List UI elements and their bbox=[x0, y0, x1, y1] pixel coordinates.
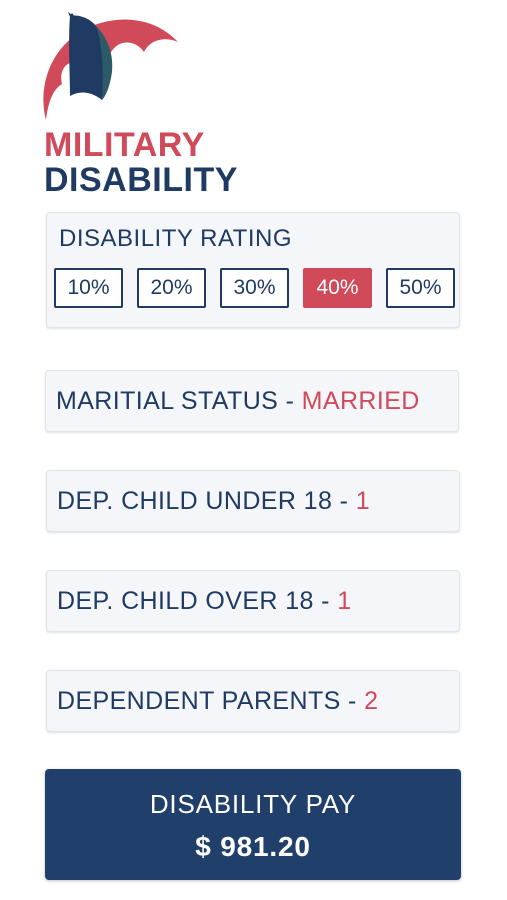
rating-option-40[interactable]: 40% bbox=[303, 268, 372, 308]
brand-title-line2: DISABILITY bbox=[44, 161, 238, 199]
brand-title-line1: MILITARY bbox=[44, 126, 205, 164]
child-under-18-label: DEP. CHILD UNDER 18 - bbox=[57, 486, 356, 515]
dependent-parents-button[interactable]: DEPENDENT PARENTS - 2 bbox=[46, 670, 460, 732]
disability-pay-title: DISABILITY PAY bbox=[149, 789, 357, 819]
child-over-18-text: DEP. CHILD OVER 18 - 1 bbox=[47, 587, 352, 616]
rating-option-20[interactable]: 20% bbox=[137, 268, 206, 308]
marital-status-button[interactable]: MARITIAL STATUS - MARRIED bbox=[45, 370, 459, 432]
child-over-18-label: DEP. CHILD OVER 18 - bbox=[57, 586, 338, 615]
child-under-18-button[interactable]: DEP. CHILD UNDER 18 - 1 bbox=[46, 470, 460, 532]
rating-option-50[interactable]: 50% bbox=[386, 268, 455, 308]
rating-option-30[interactable]: 30% bbox=[220, 268, 289, 308]
marital-status-value: MARRIED bbox=[301, 386, 420, 415]
marital-status-label: MARITIAL STATUS - bbox=[56, 386, 302, 415]
rating-options: 10% 20% 30% 40% 50% bbox=[54, 268, 455, 308]
disability-rating-card: DISABILITY RATING 10% 20% 30% 40% 50% bbox=[46, 212, 460, 328]
disability-pay-amount: $ 981.20 bbox=[195, 831, 311, 862]
dependent-parents-value: 2 bbox=[364, 686, 379, 715]
disability-rating-title: DISABILITY RATING bbox=[59, 225, 292, 252]
child-under-18-text: DEP. CHILD UNDER 18 - 1 bbox=[47, 487, 370, 516]
umbrella-icon bbox=[43, 12, 179, 120]
rating-option-10[interactable]: 10% bbox=[54, 268, 123, 308]
child-over-18-button[interactable]: DEP. CHILD OVER 18 - 1 bbox=[46, 570, 460, 632]
child-over-18-value: 1 bbox=[337, 586, 352, 615]
dependent-parents-label: DEPENDENT PARENTS - bbox=[57, 686, 365, 715]
marital-status-text: MARITIAL STATUS - MARRIED bbox=[46, 387, 420, 416]
child-under-18-value: 1 bbox=[355, 486, 371, 515]
disability-pay-panel: DISABILITY PAY $ 981.20 bbox=[45, 769, 461, 880]
dependent-parents-text: DEPENDENT PARENTS - 2 bbox=[47, 687, 378, 716]
